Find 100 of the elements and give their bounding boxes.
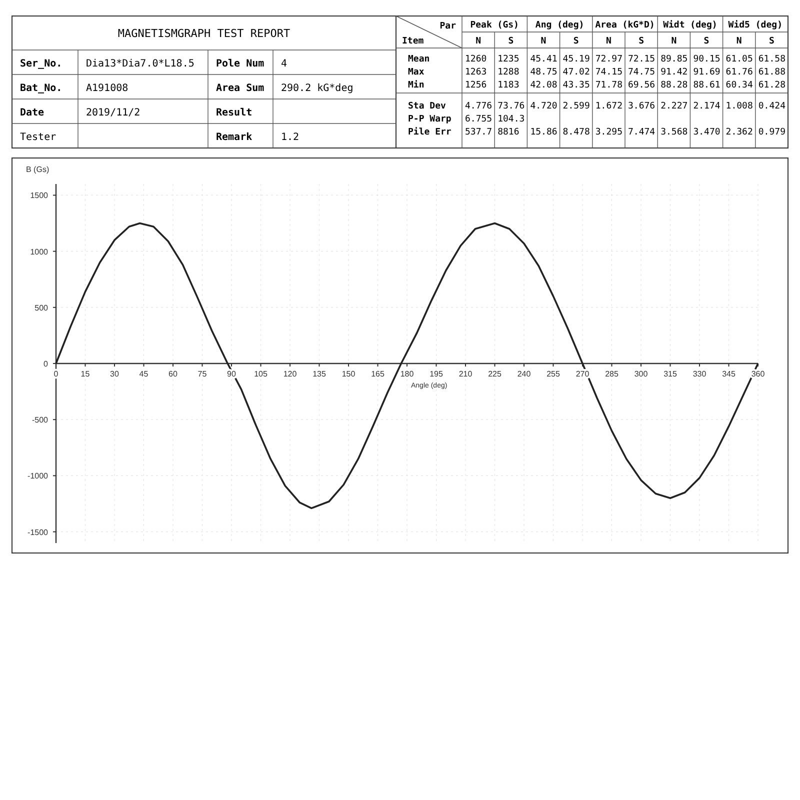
text: 2.174 xyxy=(693,102,720,112)
text: Ang (deg) xyxy=(535,20,584,30)
x-tick-label: 30 xyxy=(110,370,120,378)
text: 3.568 xyxy=(660,128,688,138)
text: 91.42 xyxy=(660,68,688,78)
text: N xyxy=(671,36,677,46)
text: 2019/11/2 xyxy=(86,107,140,118)
text: 7.474 xyxy=(628,128,656,138)
text: Bat_No. xyxy=(20,82,62,94)
text: 72.97 xyxy=(595,54,622,64)
text: Min xyxy=(408,80,424,90)
text: 61.76 xyxy=(726,68,753,78)
text: Date xyxy=(20,107,44,118)
y-tick-label: 1500 xyxy=(30,191,49,200)
text: 4 xyxy=(281,58,288,70)
x-tick-label: 150 xyxy=(342,370,356,378)
y-tick-label: 0 xyxy=(44,360,49,368)
text: A191008 xyxy=(86,82,128,94)
text: P-P Warp xyxy=(408,114,452,124)
text: 48.75 xyxy=(530,68,558,78)
text: 72.15 xyxy=(628,54,656,64)
text: 3.676 xyxy=(628,102,656,112)
text: 1288 xyxy=(498,68,520,78)
text: 61.58 xyxy=(758,54,786,64)
text: 1263 xyxy=(465,68,487,78)
text: 4.776 xyxy=(465,102,492,112)
text: 71.78 xyxy=(595,80,622,90)
x-tick-label: 345 xyxy=(722,370,736,378)
text: 89.85 xyxy=(660,54,688,64)
text: 104.3 xyxy=(498,114,525,124)
text: 1256 xyxy=(465,80,487,90)
text: 90.15 xyxy=(693,54,720,64)
x-tick-label: 15 xyxy=(80,370,90,378)
x-tick-label: 165 xyxy=(371,370,385,378)
text: 43.35 xyxy=(562,80,590,90)
y-tick-label: -1000 xyxy=(28,472,49,481)
text: Item xyxy=(402,36,424,46)
text: 73.76 xyxy=(498,102,525,112)
text: S xyxy=(704,36,710,46)
text: N xyxy=(476,36,482,46)
text: 88.61 xyxy=(693,80,720,90)
x-tick-label: 225 xyxy=(488,370,502,378)
text: N xyxy=(540,36,546,46)
text: Sta Dev xyxy=(408,102,447,112)
y-tick-label: -1500 xyxy=(28,528,49,537)
text: 2.362 xyxy=(726,128,753,138)
text: S xyxy=(768,36,774,46)
text: 2.227 xyxy=(660,102,688,112)
text: 61.05 xyxy=(726,54,753,64)
text: 45.19 xyxy=(562,54,590,64)
x-tick-label: 315 xyxy=(664,370,678,378)
text: Peak (Gs) xyxy=(470,20,519,30)
text: 1183 xyxy=(498,80,520,90)
x-tick-label: 45 xyxy=(139,370,149,378)
text: 0.424 xyxy=(758,102,786,112)
y-tick-label: 500 xyxy=(34,303,49,312)
x-tick-label: 75 xyxy=(198,370,208,378)
y-tick-label: -500 xyxy=(32,416,49,425)
text: Result xyxy=(216,107,252,118)
x-tick-label: 120 xyxy=(283,370,298,378)
text: 1.008 xyxy=(726,102,753,112)
text: Widt (deg) xyxy=(663,20,718,30)
text: 88.28 xyxy=(660,80,688,90)
text: Mean xyxy=(408,54,430,64)
text: 8816 xyxy=(498,128,520,138)
text: N xyxy=(736,36,742,46)
text: 47.02 xyxy=(562,68,590,78)
text: 42.08 xyxy=(530,80,558,90)
x-tick-label: 210 xyxy=(458,370,473,378)
text: 91.69 xyxy=(693,68,720,78)
text: 60.34 xyxy=(726,80,753,90)
x-tick-label: 105 xyxy=(254,370,268,378)
text: 74.15 xyxy=(595,68,622,78)
text: Remark xyxy=(216,132,252,143)
y-tick-label: 1000 xyxy=(30,247,49,256)
text: 1.672 xyxy=(595,102,622,112)
text: 69.56 xyxy=(628,80,656,90)
x-tick-label: 240 xyxy=(517,370,532,378)
text: Area Sum xyxy=(216,82,264,94)
x-tick-label: 135 xyxy=(312,370,326,378)
text: 8.478 xyxy=(562,128,590,138)
text: 290.2 kG*deg xyxy=(281,82,354,94)
text: Max xyxy=(408,68,425,78)
text: 1260 xyxy=(465,54,487,64)
text: 61.88 xyxy=(758,68,786,78)
text: 45.41 xyxy=(530,54,558,64)
x-tick-label: 255 xyxy=(546,370,560,378)
text: 6.755 xyxy=(465,114,492,124)
x-tick-label: 285 xyxy=(605,370,619,378)
x-tick-label: 180 xyxy=(400,370,414,378)
text: Wid5 (deg) xyxy=(728,20,782,30)
text: S xyxy=(508,36,514,46)
chart-title: MAGNETISMGRAPH TEST REPORT xyxy=(118,27,290,40)
x-tick-label: 60 xyxy=(168,370,178,378)
text: Dia13*Dia7.0*L18.5 xyxy=(86,58,194,70)
text: 15.86 xyxy=(530,128,558,138)
text: Tester xyxy=(20,132,56,143)
text: 3.295 xyxy=(595,128,622,138)
text: Pile Err xyxy=(408,126,452,138)
text: Pole Num xyxy=(216,58,264,70)
